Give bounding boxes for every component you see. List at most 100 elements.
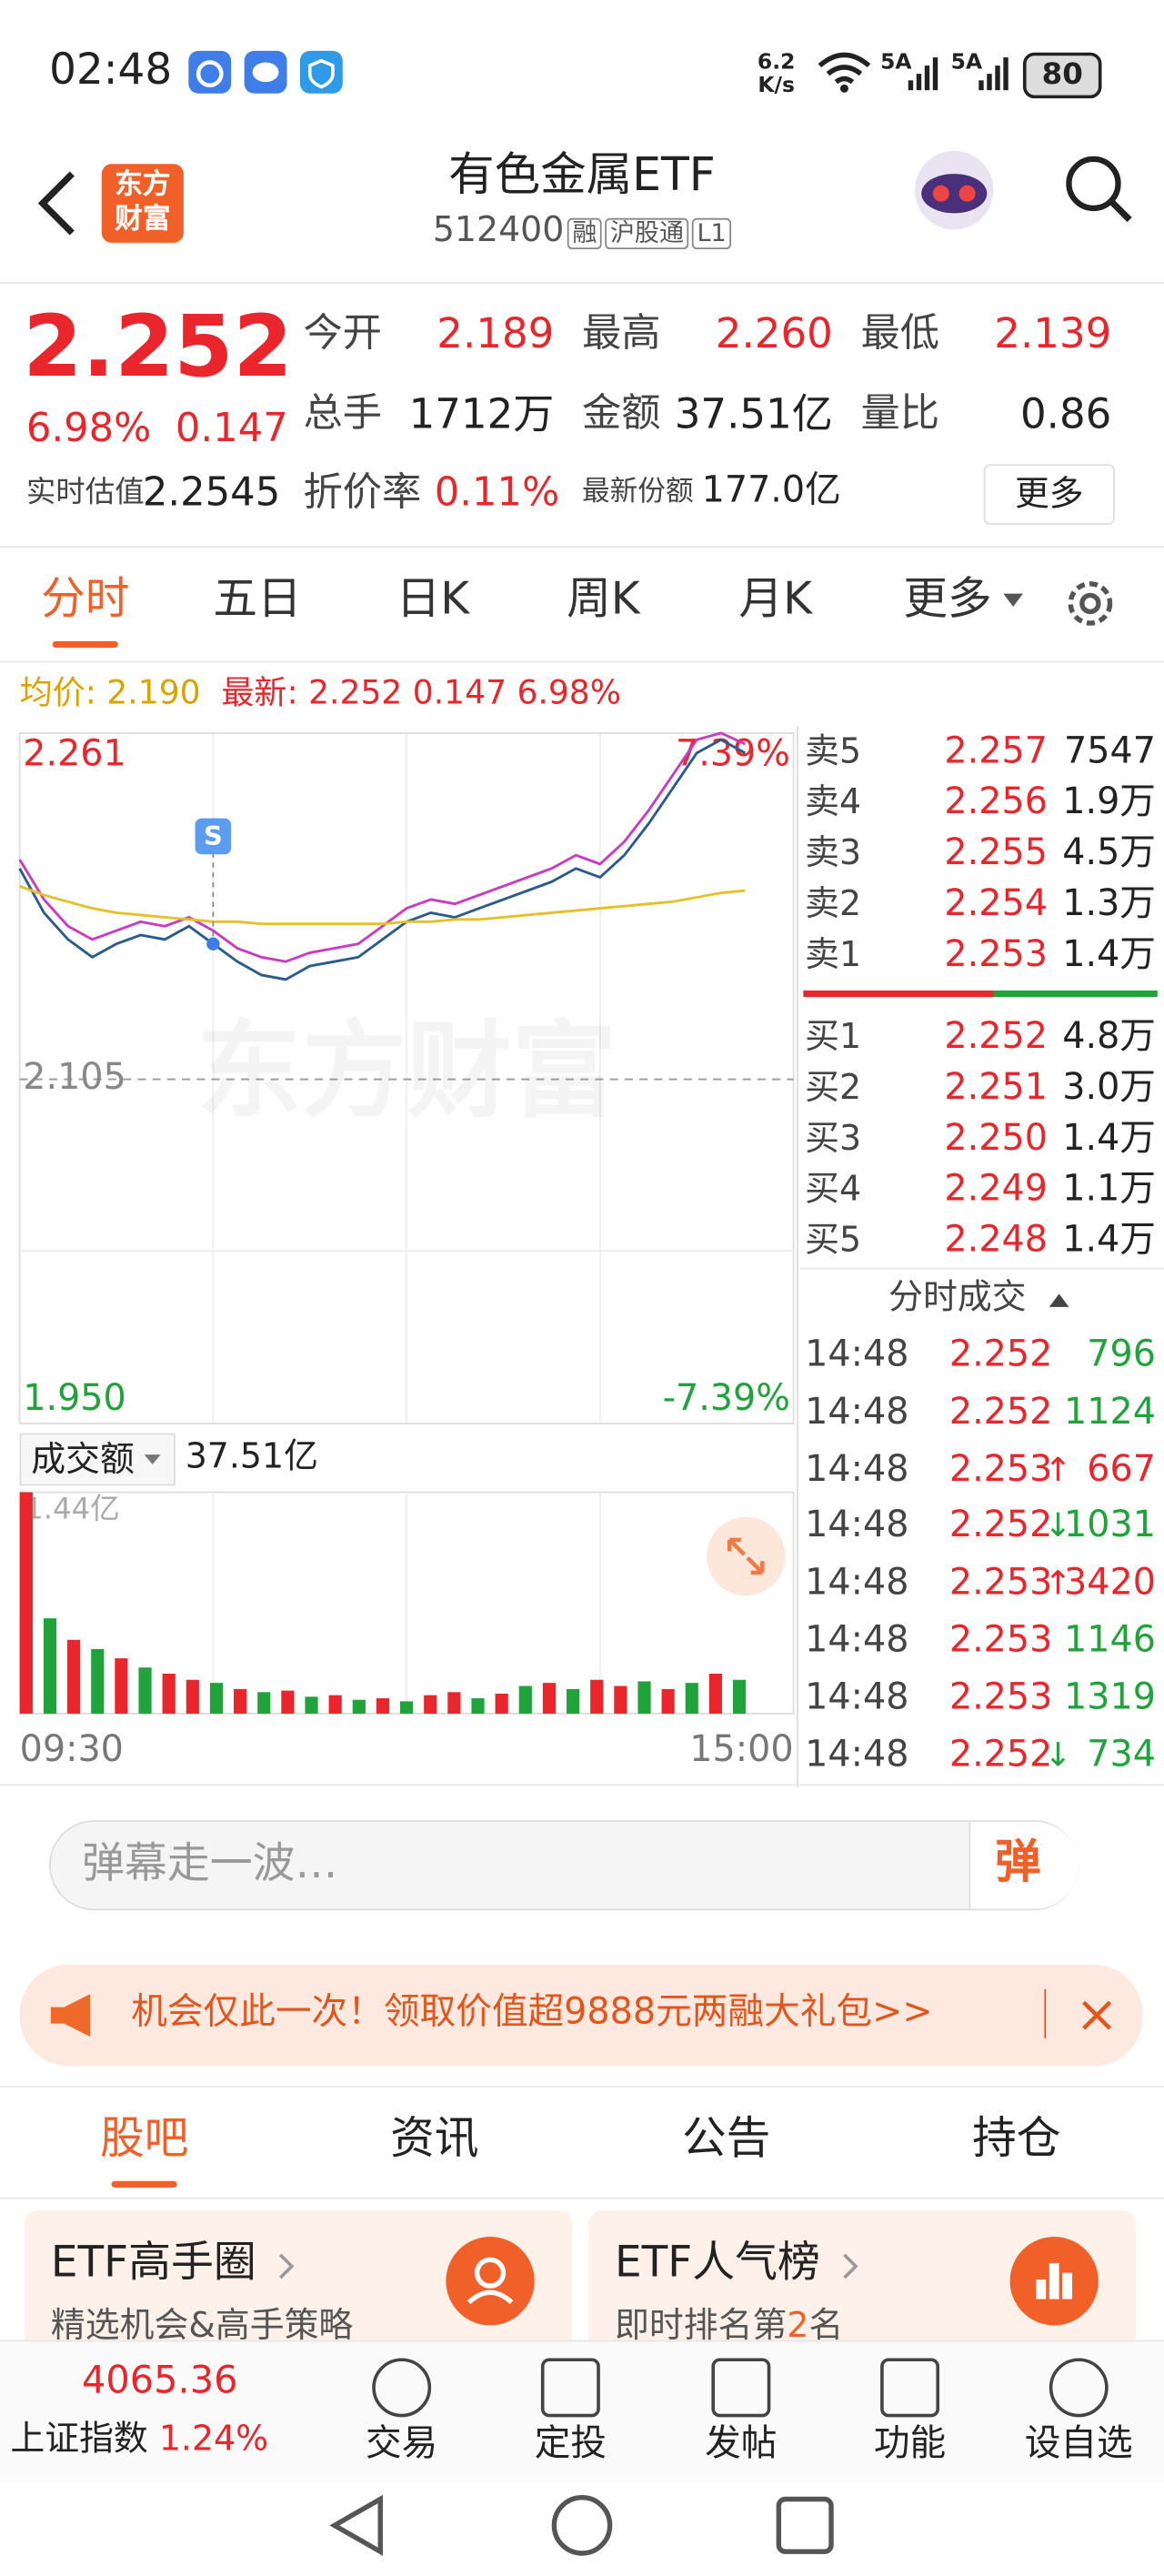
y-tick-label: 1.44亿: [25, 1491, 120, 1525]
tab-underline: [111, 2180, 177, 2188]
wifi-icon: [818, 52, 871, 93]
signal-icon: [908, 57, 938, 91]
trade-price: 2.252: [948, 1392, 1053, 1434]
book-label: 卖5: [805, 731, 862, 771]
speed: 6.2: [757, 50, 796, 75]
app-logo: 东方 财富: [101, 164, 184, 243]
volume-selector[interactable]: 成交额: [19, 1433, 176, 1486]
expand-button[interactable]: [705, 1515, 787, 1597]
trade-arrow: ↓: [1044, 1505, 1072, 1545]
nav-icon[interactable]: [711, 2358, 771, 2418]
tab[interactable]: 更多: [903, 573, 992, 625]
divider: [1044, 1988, 1047, 2038]
logo-text: 财富: [115, 203, 171, 236]
field-label: 今开: [303, 309, 383, 357]
card-subtitle: 精选机会&高手策略: [50, 2305, 354, 2346]
section-tab[interactable]: 公告: [681, 2113, 771, 2165]
price-line: [18, 731, 746, 963]
tab[interactable]: 周K: [567, 573, 640, 625]
index-line[interactable]: 上证指数 1.24%: [0, 2421, 278, 2457]
back-button[interactable]: [29, 167, 82, 239]
divider: [0, 660, 1164, 663]
volume-title: 成交额: [31, 1439, 135, 1480]
tab[interactable]: 五日: [213, 573, 302, 625]
change: 0.147: [175, 405, 288, 451]
more-button[interactable]: 更多: [983, 464, 1115, 525]
nav-icon[interactable]: [880, 2358, 940, 2418]
field-value: 2.260: [715, 309, 833, 358]
nav-icon[interactable]: [372, 2358, 432, 2418]
book-label: 卖2: [805, 883, 862, 923]
promo-banner[interactable]: [19, 1964, 1143, 2067]
tag: 融: [567, 217, 602, 250]
nav-label[interactable]: 发帖: [705, 2423, 778, 2465]
comment-placeholder[interactable]: 弹幕走一波…: [82, 1839, 338, 1889]
divider: [0, 2197, 1164, 2199]
section-tab[interactable]: 持仓: [972, 2113, 1061, 2165]
field-value: 1712万: [408, 390, 555, 438]
settings-button[interactable]: [1059, 572, 1122, 635]
bottom-bar: [0, 2340, 1164, 2481]
tab[interactable]: 月K: [738, 573, 813, 625]
index-value[interactable]: 4065.36: [82, 2360, 238, 2403]
tab[interactable]: 分时: [41, 573, 130, 625]
book-price: 2.250: [944, 1118, 1048, 1160]
promo-text[interactable]: 机会仅此一次！领取价值超9888元两融大礼包>>: [131, 1992, 933, 2034]
robot-icon[interactable]: [905, 145, 1007, 243]
premium-value: 0.11%: [434, 468, 560, 516]
nav-label[interactable]: 功能: [873, 2423, 947, 2465]
trade-price: 2.252: [948, 1734, 1053, 1776]
trades-title[interactable]: 分时成交: [888, 1277, 1027, 1317]
trade-price: 2.252: [948, 1505, 1053, 1547]
book-price: 2.256: [944, 781, 1048, 824]
volume-bar: [67, 1639, 81, 1714]
section-tab[interactable]: 资讯: [390, 2113, 479, 2165]
section-tab[interactable]: 股吧: [99, 2113, 189, 2165]
comment-box[interactable]: [49, 1820, 1079, 1911]
nav-label[interactable]: 定投: [534, 2423, 607, 2465]
close-button[interactable]: [1076, 1994, 1119, 2037]
watermark: 东方财富: [196, 1011, 617, 1132]
volume-bar: [542, 1683, 557, 1714]
trade-volume: 1146: [1064, 1620, 1156, 1662]
nav-label[interactable]: 交易: [366, 2423, 438, 2465]
volume-bar: [115, 1658, 128, 1714]
danmu-label[interactable]: 弹: [995, 1835, 1041, 1889]
trade-arrow: ↑: [1044, 1563, 1072, 1603]
card-icon: [1009, 2237, 1099, 2326]
nav-icon[interactable]: [1049, 2358, 1109, 2418]
search-button[interactable]: [1060, 151, 1136, 226]
volume-bar: [424, 1695, 437, 1714]
book-price: 2.252: [944, 1016, 1048, 1058]
trade-volume: 734: [1087, 1734, 1156, 1776]
sell-bar: [803, 990, 994, 998]
buy-bar: [993, 990, 1158, 998]
status-icons: [188, 50, 343, 94]
nav-icon[interactable]: [540, 2358, 600, 2418]
field-value: 0.86: [1019, 390, 1112, 438]
trade-time: 14:48: [805, 1448, 909, 1491]
speed-unit: K/s: [758, 74, 796, 99]
card-title: ETF人气榜: [615, 2238, 820, 2288]
volume-bar: [43, 1618, 57, 1714]
trade-price: 2.252: [948, 1334, 1053, 1376]
marker-dot: [206, 937, 220, 951]
volume-bar: [637, 1681, 651, 1714]
book-label: 卖3: [805, 832, 862, 873]
nav-label[interactable]: 设自选: [1024, 2423, 1133, 2465]
trade-price: 2.253: [948, 1620, 1053, 1662]
trade-volume: 1319: [1064, 1676, 1156, 1718]
book-volume: 3.0万: [1062, 1067, 1156, 1109]
page-title: 有色金属ETF: [448, 147, 716, 202]
danmu-button[interactable]: [968, 1821, 1079, 1909]
y-tick-label: 2.261: [23, 733, 126, 775]
tab[interactable]: 日K: [396, 573, 470, 625]
volume-bar: [257, 1692, 271, 1714]
trade-volume: 1031: [1064, 1505, 1156, 1547]
sort-arrow: [1049, 1293, 1069, 1307]
trade-time: 14:48: [805, 1620, 909, 1662]
trade-time: 14:48: [805, 1334, 909, 1376]
rank: 2: [787, 2305, 809, 2346]
book-label: 买5: [805, 1220, 862, 1260]
